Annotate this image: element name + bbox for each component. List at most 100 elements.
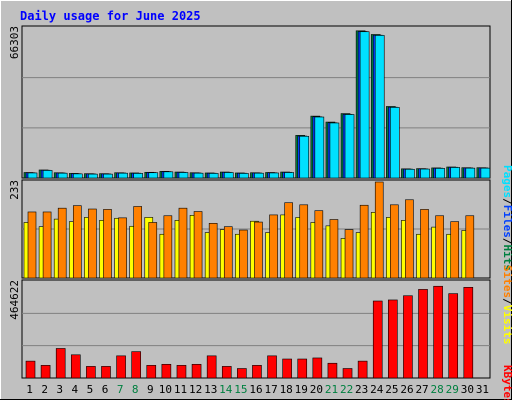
bar-kbytes-11 bbox=[176, 365, 187, 379]
bar-pages-11 bbox=[178, 172, 189, 179]
bar-sites-13 bbox=[208, 223, 218, 279]
bar-sites-22 bbox=[344, 229, 354, 279]
x-label-8: 8 bbox=[132, 383, 139, 396]
bar-pages-14 bbox=[223, 172, 234, 179]
bar-sites-8 bbox=[133, 206, 142, 279]
chart-title: Daily usage for June 2025 bbox=[20, 9, 201, 23]
bar-sites-26 bbox=[405, 199, 414, 279]
y-axis-max-label: 233 bbox=[8, 180, 21, 200]
bar-kbytes-19 bbox=[297, 358, 308, 379]
bar-sites-29 bbox=[450, 221, 460, 279]
bar-pages-29 bbox=[450, 167, 461, 179]
legend-kbytes: KBytes bbox=[501, 365, 512, 405]
bar-pages-25 bbox=[390, 107, 400, 179]
bar-sites-10 bbox=[163, 215, 173, 279]
x-label-27: 27 bbox=[415, 383, 428, 396]
x-label-31: 31 bbox=[476, 383, 489, 396]
bar-kbytes-8 bbox=[131, 351, 141, 379]
x-label-28: 28 bbox=[431, 383, 444, 396]
bar-sites-6 bbox=[103, 209, 112, 279]
bar-sites-19 bbox=[299, 204, 309, 279]
x-label-4: 4 bbox=[72, 383, 79, 396]
bar-kbytes-2 bbox=[40, 365, 51, 379]
y-axis-max-label: 464622 bbox=[8, 280, 21, 320]
bar-kbytes-4 bbox=[70, 354, 81, 379]
bar-kbytes-5 bbox=[86, 366, 96, 379]
x-label-19: 19 bbox=[295, 383, 308, 396]
bar-sites-24 bbox=[374, 181, 384, 279]
bar-pages-7 bbox=[118, 172, 128, 179]
bar-sites-4 bbox=[72, 205, 82, 279]
x-label-21: 21 bbox=[325, 383, 338, 396]
bar-kbytes-25 bbox=[388, 299, 398, 379]
bar-pages-20 bbox=[314, 116, 325, 179]
bar-pages-31 bbox=[480, 167, 491, 179]
bar-sites-30 bbox=[465, 215, 475, 279]
bar-kbytes-22 bbox=[342, 368, 353, 379]
bar-kbytes-24 bbox=[372, 300, 383, 379]
bar-pages-13 bbox=[208, 173, 219, 179]
bar-kbytes-21 bbox=[327, 362, 338, 379]
bar-pages-12 bbox=[193, 172, 204, 179]
bar-kbytes-18 bbox=[282, 358, 292, 379]
legend-item-files: Files bbox=[501, 205, 512, 238]
bar-pages-10 bbox=[163, 171, 174, 179]
bar-pages-4 bbox=[72, 173, 83, 179]
x-label-23: 23 bbox=[355, 383, 368, 396]
bar-sites-17 bbox=[269, 214, 278, 279]
bar-kbytes-26 bbox=[403, 295, 413, 379]
legend-separator: / bbox=[501, 238, 512, 245]
x-label-6: 6 bbox=[102, 383, 109, 396]
bar-sites-15 bbox=[239, 229, 248, 279]
legend-item-visits: Visits bbox=[501, 305, 512, 345]
bar-pages-18 bbox=[284, 172, 294, 179]
bar-pages-27 bbox=[420, 168, 430, 179]
legend-item-kbytes: KBytes bbox=[501, 365, 512, 400]
plot-area bbox=[21, 25, 491, 179]
bar-sites-11 bbox=[178, 207, 188, 279]
bar-sites-3 bbox=[57, 207, 67, 279]
legend-visits-sites: Sites/Visits bbox=[501, 265, 512, 345]
bar-pages-5 bbox=[88, 173, 98, 179]
bar-pages-24 bbox=[374, 35, 385, 179]
x-label-7: 7 bbox=[117, 383, 124, 396]
bar-sites-21 bbox=[329, 219, 339, 279]
bar-kbytes-23 bbox=[357, 360, 368, 379]
panel-kbytes: 464622 KBytes bbox=[8, 279, 512, 405]
x-label-15: 15 bbox=[234, 383, 247, 396]
bar-sites-20 bbox=[314, 210, 324, 279]
x-label-20: 20 bbox=[310, 383, 323, 396]
legend-text: Sites/Visits bbox=[501, 265, 512, 345]
bar-sites-25 bbox=[390, 204, 399, 279]
legend-item-sites: Sites bbox=[501, 265, 512, 298]
bar-kbytes-13 bbox=[206, 355, 217, 379]
bar-sites-5 bbox=[88, 208, 97, 279]
x-label-25: 25 bbox=[385, 383, 398, 396]
bar-sites-7 bbox=[118, 217, 127, 279]
x-label-5: 5 bbox=[87, 383, 94, 396]
bar-kbytes-20 bbox=[312, 357, 323, 379]
legend-separator: / bbox=[501, 298, 512, 305]
bar-sites-9 bbox=[148, 222, 158, 279]
bar-pages-8 bbox=[133, 173, 143, 179]
bar-kbytes-30 bbox=[463, 287, 474, 379]
bar-pages-3 bbox=[57, 172, 68, 179]
x-label-3: 3 bbox=[56, 383, 63, 396]
x-label-12: 12 bbox=[189, 383, 202, 396]
x-label-24: 24 bbox=[370, 383, 384, 396]
bar-pages-30 bbox=[465, 167, 476, 179]
bar-kbytes-17 bbox=[267, 355, 277, 379]
x-label-1: 1 bbox=[26, 383, 33, 396]
bar-kbytes-10 bbox=[161, 363, 172, 379]
x-label-14: 14 bbox=[219, 383, 233, 396]
bar-pages-2 bbox=[42, 170, 53, 179]
legend-text: KBytes bbox=[501, 365, 512, 400]
bar-sites-14 bbox=[223, 226, 233, 279]
bar-sites-18 bbox=[284, 202, 293, 279]
x-label-29: 29 bbox=[446, 383, 459, 396]
bar-kbytes-12 bbox=[191, 363, 202, 379]
bar-sites-2 bbox=[42, 211, 52, 279]
